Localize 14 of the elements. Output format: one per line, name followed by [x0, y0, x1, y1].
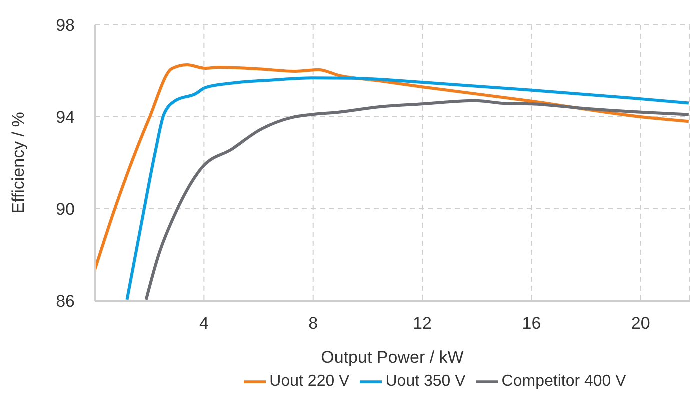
legend-label: Uout 350 V — [386, 373, 466, 390]
x-tick-label: 12 — [413, 314, 432, 334]
y-axis-title: Efficiency / % — [9, 112, 28, 214]
x-tick-label: 16 — [522, 314, 542, 334]
legend-label: Uout 220 V — [270, 373, 350, 390]
y-tick-label: 86 — [56, 292, 75, 312]
y-tick-label: 94 — [56, 108, 75, 128]
x-tick-label: 4 — [199, 314, 209, 334]
x-axis-title: Output Power / kW — [321, 348, 464, 367]
y-tick-label: 98 — [56, 16, 75, 36]
x-tick-label: 8 — [308, 314, 318, 334]
x-tick-label: 20 — [631, 314, 650, 334]
legend-label: Competitor 400 V — [502, 373, 626, 390]
y-tick-label: 90 — [56, 200, 75, 220]
